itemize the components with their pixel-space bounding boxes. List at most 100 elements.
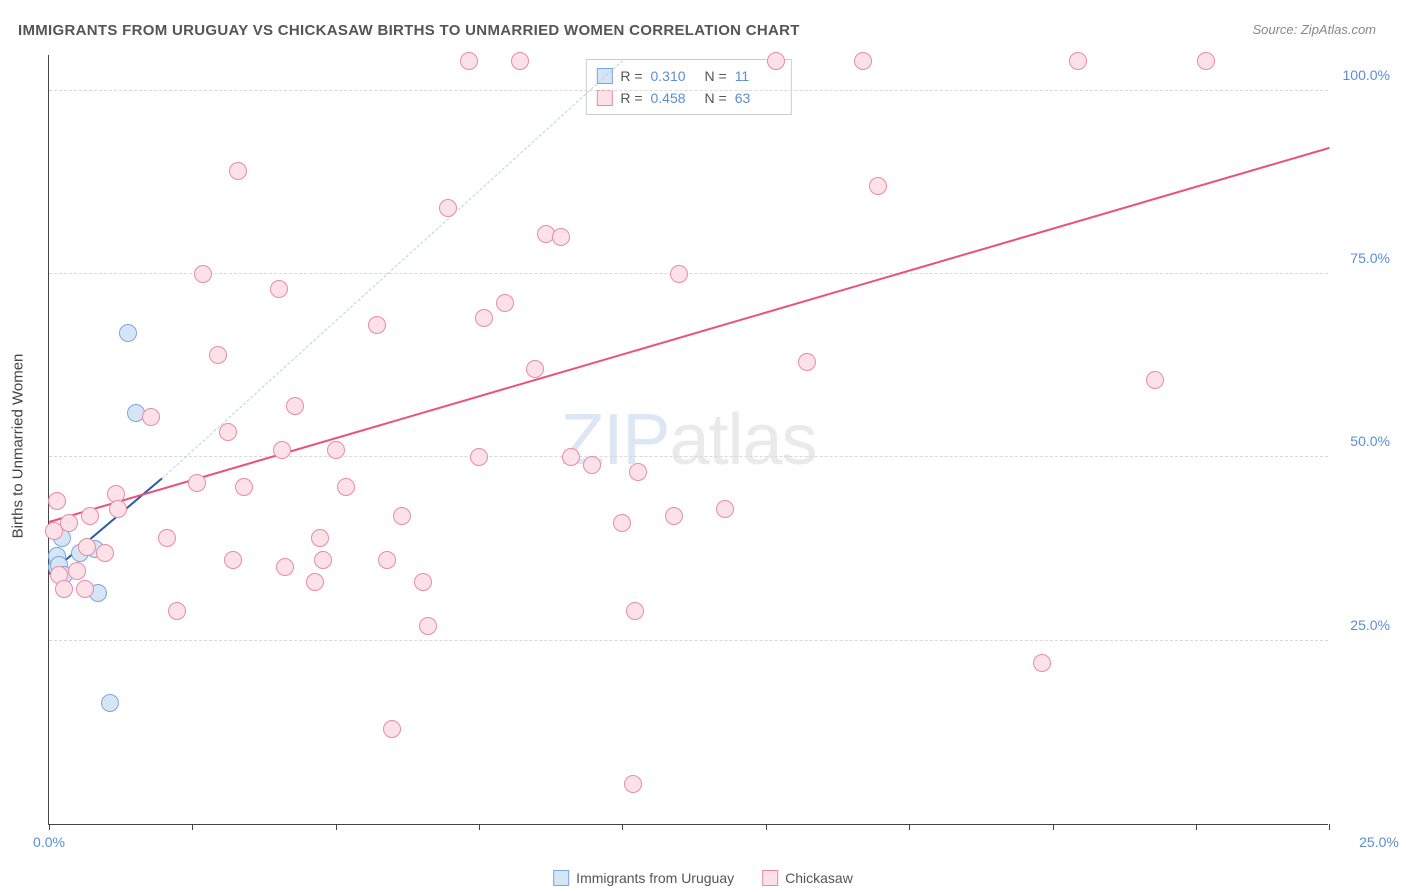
x-tick xyxy=(1196,824,1197,830)
data-point xyxy=(270,280,288,298)
data-point xyxy=(629,463,647,481)
x-tick xyxy=(336,824,337,830)
data-point xyxy=(378,551,396,569)
data-point xyxy=(496,294,514,312)
data-point xyxy=(475,309,493,327)
series-legend: Immigrants from Uruguay Chickasaw xyxy=(553,870,853,886)
legend-row: R = 0.310 N = 11 xyxy=(596,65,780,87)
legend-r-label: R = xyxy=(620,90,642,106)
data-point xyxy=(383,720,401,738)
legend-n-value: 63 xyxy=(735,90,781,106)
data-point xyxy=(158,529,176,547)
y-tick-label: 25.0% xyxy=(1350,617,1390,633)
legend-n-label: N = xyxy=(705,90,727,106)
data-point xyxy=(854,52,872,70)
data-point xyxy=(716,500,734,518)
data-point xyxy=(1197,52,1215,70)
legend-swatch xyxy=(596,90,612,106)
data-point xyxy=(311,529,329,547)
data-point xyxy=(327,441,345,459)
data-point xyxy=(460,52,478,70)
data-point xyxy=(101,694,119,712)
data-point xyxy=(76,580,94,598)
data-point xyxy=(96,544,114,562)
data-point xyxy=(55,580,73,598)
legend-n-value: 11 xyxy=(735,68,781,84)
data-point xyxy=(81,507,99,525)
data-point xyxy=(314,551,332,569)
data-point xyxy=(624,775,642,793)
data-point xyxy=(414,573,432,591)
data-point xyxy=(68,562,86,580)
x-tick xyxy=(49,824,50,830)
legend-label: Immigrants from Uruguay xyxy=(576,870,734,886)
gridline xyxy=(49,640,1328,641)
data-point xyxy=(188,474,206,492)
data-point xyxy=(224,551,242,569)
data-point xyxy=(276,558,294,576)
y-tick-label: 50.0% xyxy=(1350,433,1390,449)
data-point xyxy=(767,52,785,70)
x-tick xyxy=(622,824,623,830)
legend-r-value: 0.458 xyxy=(651,90,697,106)
source-attribution: Source: ZipAtlas.com xyxy=(1252,22,1376,37)
x-tick xyxy=(909,824,910,830)
x-tick-label: 25.0% xyxy=(1359,834,1399,850)
legend-item: Chickasaw xyxy=(762,870,853,886)
data-point xyxy=(670,265,688,283)
data-point xyxy=(209,346,227,364)
data-point xyxy=(798,353,816,371)
data-point xyxy=(60,514,78,532)
gridline xyxy=(49,273,1328,274)
data-point xyxy=(1146,371,1164,389)
data-point xyxy=(194,265,212,283)
data-point xyxy=(109,500,127,518)
data-point xyxy=(306,573,324,591)
y-axis-label: Births to Unmarried Women xyxy=(10,354,27,539)
data-point xyxy=(470,448,488,466)
data-point xyxy=(583,456,601,474)
x-tick-label: 0.0% xyxy=(33,834,65,850)
gridline xyxy=(49,90,1328,91)
data-point xyxy=(273,441,291,459)
data-point xyxy=(1033,654,1051,672)
y-tick-label: 100.0% xyxy=(1343,67,1390,83)
legend-item: Immigrants from Uruguay xyxy=(553,870,734,886)
chart-title: IMMIGRANTS FROM URUGUAY VS CHICKASAW BIR… xyxy=(18,22,800,39)
data-point xyxy=(368,316,386,334)
legend-r-label: R = xyxy=(620,68,642,84)
legend-r-value: 0.310 xyxy=(651,68,697,84)
x-tick xyxy=(192,824,193,830)
gridline xyxy=(49,456,1328,457)
data-point xyxy=(229,162,247,180)
data-point xyxy=(511,52,529,70)
legend-n-label: N = xyxy=(705,68,727,84)
data-point xyxy=(78,538,96,556)
legend-swatch xyxy=(762,870,778,886)
y-tick-label: 75.0% xyxy=(1350,250,1390,266)
data-point xyxy=(665,507,683,525)
data-point xyxy=(48,492,66,510)
data-point xyxy=(393,507,411,525)
data-point xyxy=(626,602,644,620)
data-point xyxy=(439,199,457,217)
x-tick xyxy=(1053,824,1054,830)
data-point xyxy=(526,360,544,378)
data-point xyxy=(235,478,253,496)
data-point xyxy=(419,617,437,635)
data-point xyxy=(142,408,160,426)
x-tick xyxy=(766,824,767,830)
data-point xyxy=(286,397,304,415)
correlation-legend: R = 0.310 N = 11 R = 0.458 N = 63 xyxy=(585,59,791,115)
plot-area: ZIPatlas R =0.310N =11R =0.458N =63 25.0… xyxy=(48,55,1328,825)
x-tick xyxy=(1329,824,1330,830)
data-point xyxy=(219,423,237,441)
legend-label: Chickasaw xyxy=(785,870,853,886)
data-point xyxy=(337,478,355,496)
legend-swatch xyxy=(553,870,569,886)
data-point xyxy=(613,514,631,532)
trend-line xyxy=(161,60,622,479)
data-point xyxy=(1069,52,1087,70)
trend-line xyxy=(49,147,1330,523)
data-point xyxy=(168,602,186,620)
